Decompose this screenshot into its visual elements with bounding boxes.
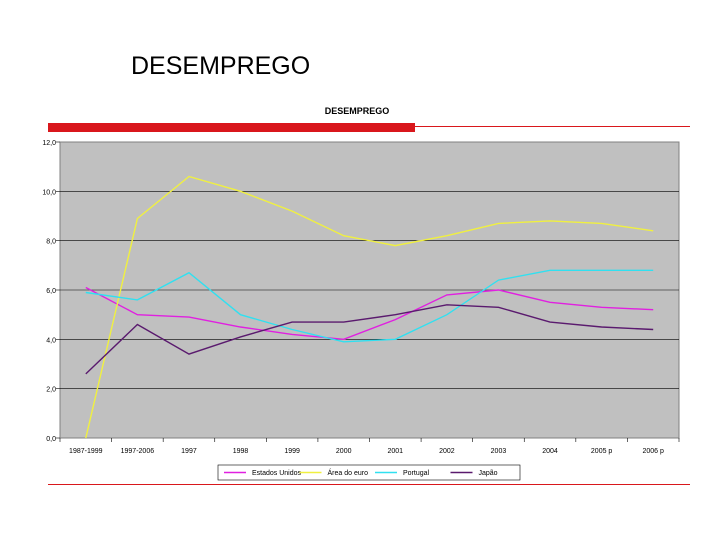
series-line-2	[85, 175, 654, 439]
x-tick-label: 2003	[491, 448, 507, 455]
y-axis: 0,0 2,0 4,0 6,0 8,0 10,0 12,0	[42, 140, 60, 443]
y-tick-label: 4,0	[46, 337, 56, 344]
x-tick-label: 2000	[336, 448, 352, 455]
y-tick-label: 8,0	[46, 239, 56, 246]
legend-label: Portugal	[403, 470, 430, 477]
x-tick-label: 2002	[439, 448, 455, 455]
bottom-divider	[48, 484, 690, 485]
chart-legend: Estados Unidos Área do euro Portugal Japão	[217, 464, 521, 481]
series-lines	[85, 175, 654, 439]
x-tick-label: 2005 p	[591, 448, 613, 455]
y-tick-label: 10,0	[42, 189, 56, 196]
title-accent-bar	[48, 123, 415, 132]
series-line-4	[85, 304, 654, 375]
chart-title: DESEMPREGO	[325, 106, 390, 116]
x-tick-label: 1999	[284, 448, 300, 455]
y-tick-label: 2,0	[46, 387, 56, 394]
y-tick-label: 6,0	[46, 288, 56, 295]
legend-label: Estados Unidos	[252, 470, 302, 477]
x-tick-label: 2004	[542, 448, 558, 455]
x-tick-label: 1997-2006	[121, 448, 155, 455]
x-axis: 1987-1999 1997-2006 1997 1998 1999 2000 2001 20…	[59, 438, 680, 455]
legend-label: Japão	[479, 470, 498, 477]
x-tick-label: 1997	[181, 448, 197, 455]
legend-label: Área do euro	[328, 468, 369, 477]
slide-title: DESEMPREGO	[131, 52, 311, 80]
series-line-1	[85, 286, 654, 341]
x-tick-label: 2006 p	[642, 448, 664, 455]
series-line-3	[85, 269, 654, 343]
legend-box	[217, 464, 521, 481]
x-tick-label: 1998	[233, 448, 249, 455]
x-tick-label: 2001	[388, 448, 404, 455]
y-tick-label: 0,0	[46, 436, 56, 443]
y-tick-label: 12,0	[42, 140, 56, 147]
x-tick-label: 1987-1999	[69, 448, 103, 455]
